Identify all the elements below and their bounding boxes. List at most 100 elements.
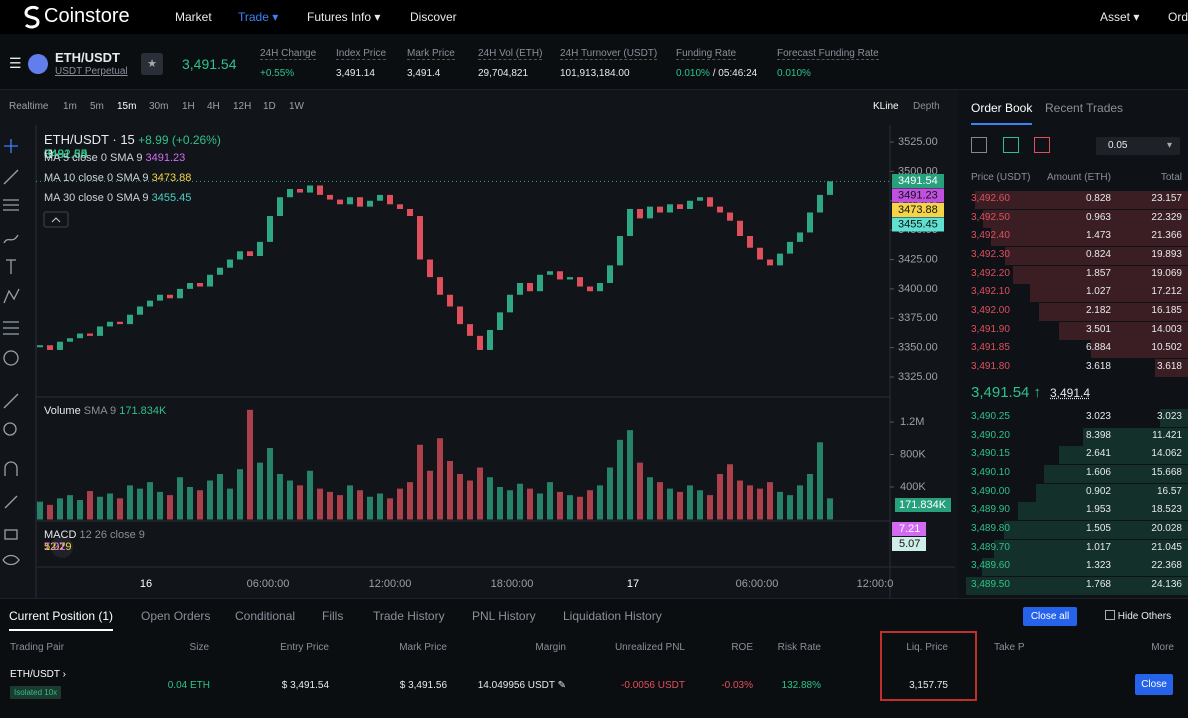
ob-tab[interactable]: Order Book — [971, 101, 1033, 125]
candle-body — [237, 251, 243, 260]
close-all-button[interactable]: Close all — [1023, 607, 1077, 626]
ob-tab[interactable]: Recent Trades — [1045, 101, 1124, 115]
position-tab[interactable]: Current Position (1) — [9, 609, 114, 631]
stat-number: 0.010% — [777, 68, 811, 79]
nav-item[interactable]: Asset ▾ — [1100, 10, 1140, 24]
favorite[interactable]: ★ — [141, 53, 163, 75]
ob-view-asks[interactable] — [1034, 137, 1050, 153]
ob-price[interactable]: 3,490.00 — [971, 485, 1010, 497]
ob-price[interactable]: 3,489.80 — [971, 522, 1010, 534]
depth-bar — [991, 228, 1188, 247]
ob-price[interactable]: 3,492.20 — [971, 267, 1010, 279]
nav-item[interactable]: Market — [175, 10, 212, 24]
view-tab[interactable]: KLine — [873, 101, 899, 112]
ob-price[interactable]: 3,490.20 — [971, 429, 1010, 441]
ob-amount: 1.606 — [1085, 466, 1111, 478]
ob-amount: 1.768 — [1085, 578, 1111, 590]
interval[interactable]: 4H — [207, 101, 220, 112]
collapse-button[interactable] — [43, 211, 69, 228]
ob-price[interactable]: 3,489.50 — [971, 578, 1010, 590]
ob-price[interactable]: 3,490.15 — [971, 448, 1010, 460]
ob-price[interactable]: 3,490.25 — [971, 411, 1010, 422]
hide-others[interactable]: Hide Others — [1105, 610, 1171, 622]
ob-price[interactable]: 3,489.90 — [971, 504, 1010, 516]
macd-params: 12 26 close 9 — [79, 529, 145, 541]
volume-bar — [827, 498, 833, 520]
ohlc-key: H — [44, 147, 53, 161]
ma-value: 3455.45 — [151, 192, 192, 204]
ob-price[interactable]: 3,491.90 — [971, 323, 1010, 335]
step-select[interactable]: 0.05 ▾ — [1096, 137, 1180, 155]
volume-bar — [727, 464, 733, 520]
ob-view-bids[interactable] — [1003, 137, 1019, 153]
symbol[interactable]: ETH/USDT — [55, 50, 120, 65]
interval[interactable]: Realtime — [9, 101, 49, 112]
depth-bar — [1029, 284, 1188, 303]
ob-price[interactable]: 3,492.40 — [971, 230, 1010, 242]
ob-price[interactable]: 3,489.60 — [971, 560, 1010, 572]
macd-title: MACD — [44, 529, 77, 541]
ob-amount: 1.017 — [1085, 541, 1111, 553]
depth-bar — [982, 558, 1188, 577]
ob-price[interactable]: 3,492.50 — [971, 211, 1010, 223]
position-tab[interactable]: PNL History — [472, 609, 536, 623]
depth-bar — [1091, 340, 1188, 359]
volume-bar — [227, 488, 233, 520]
interval[interactable]: 30m — [149, 101, 169, 112]
pos-pair[interactable]: ETH/USDT › — [10, 669, 66, 680]
candle-body — [577, 277, 583, 287]
interval[interactable]: 1H — [182, 101, 195, 112]
candle-body — [127, 314, 133, 325]
candle-body — [627, 208, 633, 237]
close-button[interactable]: Close — [1135, 674, 1173, 695]
candle-body — [787, 241, 793, 254]
ob-price[interactable]: 3,492.10 — [971, 286, 1010, 298]
logo[interactable]: Coinstore — [44, 5, 130, 27]
interval[interactable]: 1W — [289, 101, 304, 112]
ob-price[interactable]: 3,492.60 — [971, 193, 1010, 204]
ob-price[interactable]: 3,490.10 — [971, 466, 1010, 478]
ob-view-both[interactable] — [971, 137, 987, 153]
pos-margin[interactable]: 14.049956 USDT ✎ — [477, 680, 566, 691]
pos-mode[interactable]: Isolated 10x — [10, 686, 62, 699]
nav-item[interactable]: Discover — [410, 10, 457, 24]
menu-icon[interactable]: ☰ — [9, 55, 22, 71]
ohlc-value: 3491.54 — [44, 147, 88, 161]
ob-price[interactable]: 3,489.70 — [971, 541, 1010, 553]
y-tick-label: 3525.00 — [898, 136, 938, 148]
ob-price[interactable]: 3,491.80 — [971, 360, 1010, 372]
candle-body — [197, 282, 203, 287]
macd-tag — [892, 522, 926, 536]
position-tab[interactable]: Liquidation History — [563, 609, 662, 623]
macd-tag — [892, 537, 926, 551]
interval[interactable]: 12H — [233, 101, 252, 112]
interval[interactable]: 5m — [90, 101, 104, 112]
volume-bar — [547, 482, 553, 520]
view-tab[interactable]: Depth — [913, 101, 940, 112]
ma-value: 3491.23 — [145, 152, 186, 164]
candle-body — [377, 194, 383, 201]
ob-price[interactable]: 3,492.00 — [971, 304, 1010, 316]
position-tab[interactable]: Open Orders — [141, 609, 211, 623]
candle-body — [777, 253, 783, 266]
candle-body — [67, 338, 73, 342]
ob-price[interactable]: 3,491.85 — [971, 342, 1010, 354]
x-tick-label: 12:00:00 — [369, 578, 412, 590]
nav-item[interactable]: Futures Info ▾ — [307, 10, 381, 24]
interval[interactable]: 1D — [263, 101, 276, 112]
position-col: Size — [189, 642, 209, 653]
macd-value: 5.07 — [44, 541, 66, 553]
position-tab[interactable]: Trade History — [373, 609, 445, 623]
volume-bar — [257, 462, 263, 520]
contract-type: USDT Perpetual — [55, 66, 128, 77]
interval[interactable]: 1m — [63, 101, 77, 112]
nav-item[interactable]: Trade ▾ — [238, 10, 279, 24]
nav-item[interactable]: Ord — [1168, 10, 1188, 24]
ob-price[interactable]: 3,492.30 — [971, 248, 1010, 260]
pos-roe: -0.03% — [721, 680, 753, 691]
position-tab[interactable]: Conditional — [235, 609, 296, 623]
y-tick-label: 400K — [900, 481, 926, 493]
interval[interactable]: 15m — [117, 101, 137, 112]
candle-body — [827, 181, 833, 195]
position-tab[interactable]: Fills — [322, 609, 344, 623]
